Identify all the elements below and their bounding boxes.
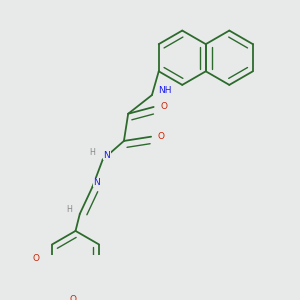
Text: H: H (67, 205, 73, 214)
Text: H: H (90, 148, 95, 157)
Text: NH: NH (158, 86, 171, 95)
Text: N: N (93, 178, 100, 187)
Text: O: O (70, 295, 76, 300)
Text: N: N (103, 151, 110, 160)
Text: O: O (160, 103, 167, 112)
Text: O: O (158, 132, 165, 141)
Text: O: O (32, 254, 39, 263)
